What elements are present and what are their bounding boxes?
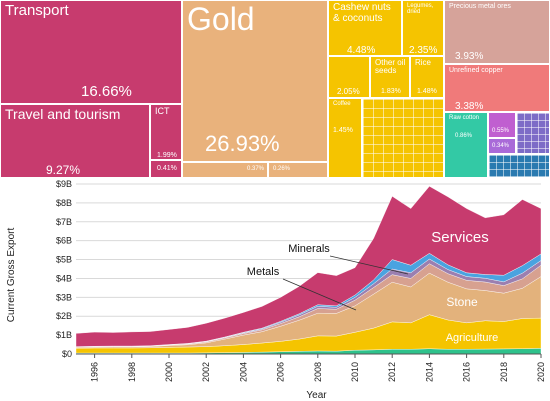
x-tick-label: 2008 — [313, 362, 323, 382]
treemap-tile-legumes[interactable]: Legumes, dried 2.35% — [402, 0, 444, 56]
x-tick-label: 2006 — [276, 362, 286, 382]
treemap-label-gold: Gold — [187, 1, 255, 37]
x-tick-label: 2020 — [536, 362, 546, 382]
treemap-label-cashew: Cashew nuts & coconuts — [333, 2, 391, 24]
treemap-label-travel: Travel and tourism — [5, 106, 121, 122]
area-layer — [75, 186, 542, 355]
treemap-pct-rice: 1.48% — [417, 88, 437, 95]
treemap-tile-ict[interactable]: ICT 1.99% — [150, 104, 182, 160]
treemap-pct-travel: 9.27% — [46, 163, 81, 177]
treemap-minor-cluster — [516, 112, 550, 154]
treemap-pct-ict-small: 0.41% — [157, 165, 177, 172]
treemap-pct-ict: 1.99% — [157, 152, 177, 159]
y-tick-label: $0 — [62, 349, 72, 359]
treemap-tile-oilseeds[interactable]: Other oil seeds 1.83% — [370, 56, 410, 98]
annotation-metals: Metals — [247, 266, 280, 278]
treemap-pct-metal-ores: 3.93% — [455, 51, 484, 62]
treemap-label-coffee: Coffee — [333, 101, 351, 107]
treemap-tile-cotton[interactable]: Raw cotton 0.86% — [444, 112, 488, 178]
y-tick-label: $4B — [56, 273, 72, 283]
treemap-tile-gold[interactable]: Gold 26.93% — [182, 0, 328, 162]
annotation-stone: Stone — [446, 295, 478, 309]
treemap-pct-agri-unlabeled: 2.05% — [337, 87, 360, 96]
treemap-pct-legumes: 2.35% — [409, 45, 438, 56]
treemap-label-oilseeds: Other oil seeds — [375, 58, 406, 76]
y-axis-title: Current Gross Export — [6, 228, 17, 323]
x-tick-label: 2002 — [201, 362, 211, 382]
treemap-tile-gold-small-2[interactable]: 0.26% — [268, 162, 328, 178]
treemap-tile-cashew[interactable]: Cashew nuts & coconuts 4.48% — [328, 0, 402, 56]
treemap-label-ict: ICT — [155, 106, 170, 116]
axis-layer: $0 $1B $2B $3B $4B $5B $6B $7B $8B $9B 1996 1998 200… — [56, 179, 546, 382]
annotation-leader-metals — [282, 278, 357, 311]
treemap-pct-oilseeds: 1.83% — [381, 88, 401, 95]
treemap-tile-ict-small[interactable]: 0.41% — [150, 160, 182, 178]
y-tick-label: $8B — [56, 198, 72, 208]
treemap-label-cotton: Raw cotton — [449, 115, 480, 121]
x-tick-label: 2004 — [238, 362, 248, 382]
treemap-minor-cluster — [488, 154, 550, 178]
treemap-pct-cashew: 4.48% — [347, 45, 376, 56]
treemap-tile-rice[interactable]: Rice 1.48% — [410, 56, 444, 98]
treemap-tile-travel[interactable]: Travel and tourism 9.27% — [0, 104, 150, 178]
y-tick-label: $2B — [56, 311, 72, 321]
treemap-tile-metal-ores[interactable]: Precious metal ores 3.93% — [444, 0, 550, 64]
treemap-label-transport: Transport — [5, 2, 69, 19]
y-tick-label: $7B — [56, 217, 72, 227]
y-tick-label: $1B — [56, 330, 72, 340]
treemap-pct-cotton: 0.86% — [455, 133, 473, 139]
treemap-pct-gold: 26.93% — [205, 131, 280, 156]
treemap-pct-gold-small-2: 0.26% — [273, 166, 291, 172]
treemap-pct-transport: 16.66% — [81, 83, 132, 100]
treemap-pct-copper: 3.38% — [455, 101, 484, 112]
annotation-agriculture: Agriculture — [446, 332, 499, 344]
x-tick-label: 2014 — [424, 362, 434, 382]
treemap-pct-coffee: 1.45% — [333, 127, 353, 134]
x-tick-label: 2010 — [350, 362, 360, 382]
treemap-tile-agri-unlabeled[interactable]: 2.05% — [328, 56, 370, 98]
x-tick-label: 2016 — [462, 362, 472, 382]
treemap-label-legumes: Legumes, dried — [407, 3, 434, 16]
treemap-tile-textiles[interactable]: 0.55% — [488, 112, 516, 138]
x-axis-title: Year — [306, 390, 327, 401]
treemap-tile-textiles-2[interactable]: 0.34% — [488, 138, 516, 154]
annotation-minerals: Minerals — [288, 243, 330, 255]
annotation-services: Services — [431, 229, 489, 246]
y-tick-label: $6B — [56, 236, 72, 246]
treemap-tile-transport[interactable]: Transport 16.66% — [0, 0, 182, 104]
treemap: Transport 16.66% Travel and tourism 9.27% IC… — [0, 0, 550, 178]
treemap-pct-textiles: 0.55% — [492, 128, 510, 134]
y-tick-label: $3B — [56, 292, 72, 302]
treemap-label-metal-ores: Precious metal ores — [449, 3, 511, 10]
y-tick-label: $5B — [56, 255, 72, 265]
x-tick-label: 2012 — [387, 362, 397, 382]
treemap-minor-cluster — [362, 98, 444, 178]
area-series-services[interactable] — [75, 186, 542, 347]
y-tick-label: $9B — [56, 179, 72, 189]
x-tick-label: 2000 — [164, 362, 174, 382]
treemap-tile-gold-small-1[interactable]: 0.37% — [182, 162, 268, 178]
annotation-leader-minerals — [329, 255, 409, 275]
area-chart: $0 $1B $2B $3B $4B $5B $6B $7B $8B $9B 1996 1998 200… — [6, 179, 546, 401]
label-layer: Year Current Gross Export Services Stone Agr… — [6, 228, 498, 401]
x-tick-label: 1996 — [90, 362, 100, 382]
x-tick-label: 1998 — [127, 362, 137, 382]
treemap-tile-copper[interactable]: Unrefined copper 3.38% — [444, 64, 550, 112]
x-tick-label: 2018 — [499, 362, 509, 382]
treemap-label-copper: Unrefined copper — [449, 67, 503, 74]
treemap-label-rice: Rice — [415, 58, 432, 67]
treemap-pct-gold-small-1: 0.37% — [247, 166, 265, 172]
treemap-tile-coffee[interactable]: Coffee 1.45% — [328, 98, 362, 178]
treemap-pct-textiles-2: 0.34% — [492, 143, 510, 149]
